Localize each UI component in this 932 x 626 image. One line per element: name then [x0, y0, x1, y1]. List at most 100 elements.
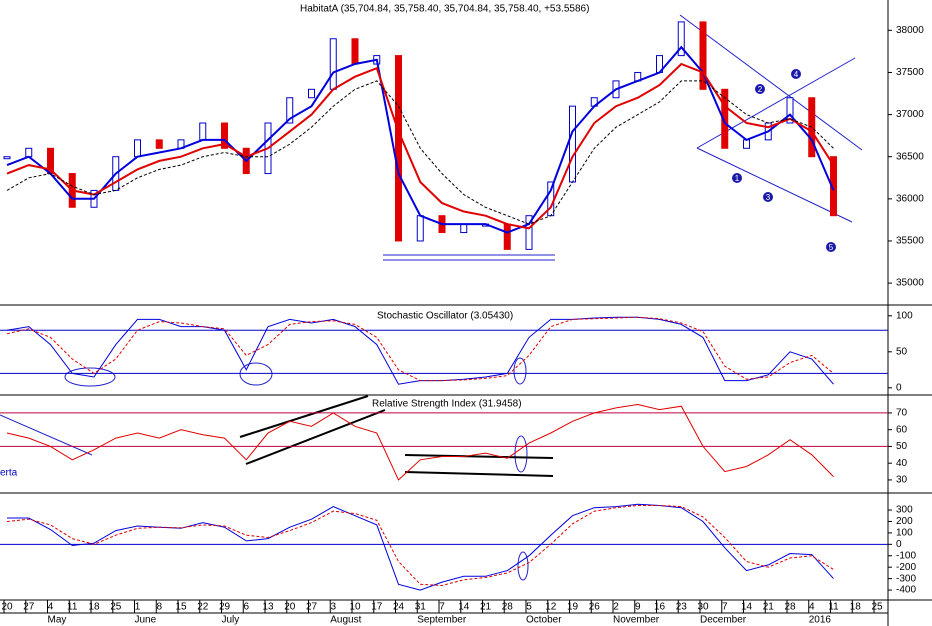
y-tick-label: 60	[896, 424, 908, 435]
month-label: November	[613, 615, 660, 626]
x-tick-label: 2	[613, 602, 619, 613]
x-tick-label: 17	[371, 602, 383, 613]
x-tick-label: 6	[243, 602, 249, 613]
price-bar	[286, 97, 294, 124]
x-tick-label: 28	[502, 602, 514, 613]
y-tick-label: 38000	[896, 25, 924, 36]
x-tick-label: 21	[480, 602, 492, 613]
x-tick-label: 27	[306, 602, 318, 613]
wave-marker	[732, 173, 742, 183]
x-tick-label: 29	[219, 602, 231, 613]
wave-label: 3	[766, 193, 771, 202]
price-bar	[721, 88, 729, 149]
y-tick-label: 0	[896, 382, 902, 393]
price-bar	[134, 139, 141, 158]
x-tick-label: 14	[458, 602, 470, 613]
x-tick-label: 28	[784, 602, 796, 613]
x-tick-label: 16	[654, 602, 666, 613]
x-tick-label: 5	[526, 602, 532, 613]
month-label: June	[135, 615, 157, 626]
x-tick-label: 18	[88, 602, 100, 613]
price-bar	[569, 105, 576, 183]
price-bar	[308, 88, 315, 99]
x-tick-label: 1	[135, 602, 141, 613]
month-label: 2016	[809, 615, 832, 626]
x-tick-label: 30	[697, 602, 709, 613]
y-tick-label: 30	[896, 475, 908, 486]
series-line	[6, 45, 835, 234]
y-tick-label: 36500	[896, 151, 924, 162]
channel-line	[679, 14, 863, 151]
x-tick-label: 4	[809, 602, 815, 613]
series-line	[6, 62, 835, 230]
trend-line	[404, 471, 554, 477]
highlight	[514, 435, 528, 473]
y-tick-label: 36000	[896, 193, 924, 204]
y-tick-label: 300	[896, 505, 913, 516]
highlight	[513, 357, 527, 385]
y-tick-label: 100	[896, 528, 913, 539]
x-tick-label: 25	[110, 602, 122, 613]
x-tick-label: 7	[439, 602, 445, 613]
month-label: September	[417, 615, 467, 626]
month-label: December	[700, 615, 747, 626]
series-line	[7, 503, 834, 591]
x-tick-label: 10	[349, 602, 361, 613]
trend-line	[0, 414, 93, 456]
series-line	[6, 316, 834, 382]
wave-marker	[763, 192, 773, 202]
price-bar	[351, 38, 359, 65]
x-tick-label: 23	[676, 602, 688, 613]
wave-label: 5	[829, 243, 834, 252]
panel-title: Relative Strength Index (31.9458)	[372, 399, 522, 410]
trend-line	[404, 454, 554, 459]
x-tick-label: 15	[175, 602, 187, 613]
price-bar	[699, 21, 707, 90]
wave-marker	[826, 242, 836, 252]
wave-label: 4	[794, 70, 799, 79]
price-bar	[460, 223, 468, 234]
x-tick-label: 12	[545, 602, 557, 613]
price-bar	[199, 122, 207, 141]
wave-label: 2	[758, 85, 763, 94]
x-tick-label: 27	[23, 602, 35, 613]
price-bar	[677, 21, 685, 57]
x-tick-label: 26	[589, 602, 601, 613]
y-tick-label: 37500	[896, 67, 924, 78]
x-tick-label: 9	[635, 602, 641, 613]
wave-marker	[791, 69, 801, 79]
x-tick-label: 18	[850, 602, 862, 613]
price-bar	[395, 55, 402, 242]
price-bar	[503, 223, 511, 250]
y-tick-label: 70	[896, 408, 908, 419]
price-bar	[3, 156, 11, 160]
y-tick-label: -100	[896, 550, 916, 561]
y-tick-label: 35500	[896, 236, 924, 247]
y-tick-label: -300	[896, 573, 916, 584]
y-tick-label: 50	[896, 441, 908, 452]
price-bar	[786, 97, 794, 124]
price-bar	[830, 156, 837, 217]
month-label: May	[48, 615, 67, 626]
x-tick-label: 22	[197, 602, 209, 613]
x-tick-label: 4	[48, 602, 54, 613]
price-bar	[25, 147, 33, 158]
x-tick-label: 8	[156, 602, 162, 613]
panel-note: erta	[0, 468, 18, 479]
rsi-drawings	[239, 395, 554, 477]
x-tick-label: 19	[567, 602, 579, 613]
month-label: August	[330, 615, 361, 626]
y-tick-label: 100	[896, 310, 913, 321]
x-tick-label: 14	[741, 602, 753, 613]
trend-line	[239, 395, 369, 438]
x-tick-label: 7	[722, 602, 728, 613]
series-line	[6, 505, 834, 587]
chart-title: HabitatA (35,704.84, 35,758.40, 35,704.8…	[300, 4, 589, 15]
price-bar	[525, 215, 533, 250]
x-tick-label: 21	[763, 602, 775, 613]
x-tick-label: 24	[393, 602, 405, 613]
y-tick-label: -200	[896, 562, 916, 573]
wave-label: 1	[735, 174, 740, 183]
trend-line	[245, 409, 386, 465]
